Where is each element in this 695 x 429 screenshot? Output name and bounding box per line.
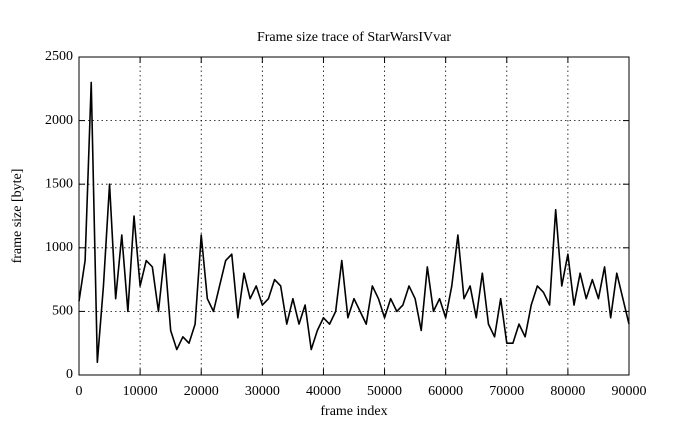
x-tick-label: 60000 [428,384,463,399]
x-tick-label: 10000 [123,384,158,399]
x-tick-label: 70000 [489,384,524,399]
plot-frame [78,56,630,376]
y-tick-label: 0 [66,367,73,382]
y-tick-label: 2500 [45,49,73,64]
x-tick-label: 80000 [550,384,585,399]
y-tick-label: 2000 [45,113,73,128]
x-tick-label: 30000 [245,384,280,399]
x-tick-label: 40000 [306,384,341,399]
data-line [78,81,630,364]
x-tick-label: 50000 [367,384,402,399]
y-tick-label: 500 [52,304,73,319]
x-tick-label: 20000 [184,384,219,399]
y-axis-label: frame size [byte] [10,169,25,264]
x-tick-label: 0 [76,384,83,399]
x-axis-label: frame index [320,404,387,419]
x-tick-label: 90000 [612,384,647,399]
y-tick-label: 1000 [45,240,73,255]
y-tick-label: 1500 [45,176,73,191]
chart-title: Frame size trace of StarWarsIVvar [257,30,451,45]
